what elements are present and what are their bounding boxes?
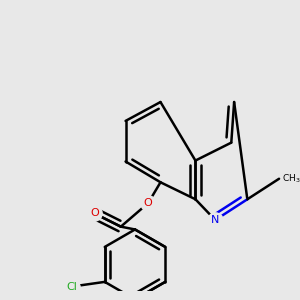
Text: CH$_3$: CH$_3$ xyxy=(282,172,300,185)
Text: O: O xyxy=(90,208,99,218)
Text: N: N xyxy=(211,215,219,225)
Text: Cl: Cl xyxy=(66,282,77,292)
Text: O: O xyxy=(144,198,153,208)
